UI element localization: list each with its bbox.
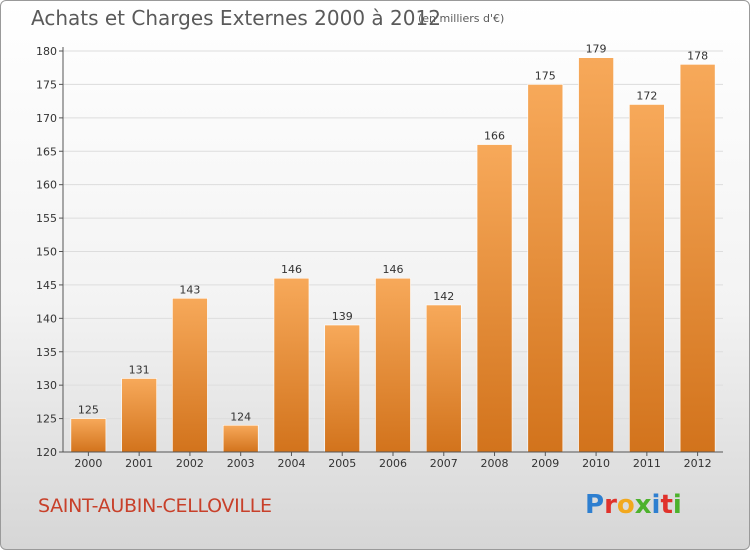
data-label: 142 [433,290,454,303]
data-label: 131 [129,363,150,376]
x-tick-label: 2005 [328,457,356,470]
chart-title: Achats et Charges Externes 2000 à 2012 [31,6,441,30]
bar [578,57,614,453]
x-tick-label: 2011 [633,457,661,470]
x-tick-label: 2000 [74,457,102,470]
x-tick-label: 2003 [227,457,255,470]
axes: 120 125 130 135 140 145 150 155 160 165 170 175 180 2… [36,45,723,470]
data-label: 143 [179,283,200,296]
bar [679,64,716,453]
y-tick-label: 120 [36,446,57,459]
x-tick-label: 2012 [684,457,712,470]
data-label: 146 [383,263,404,276]
y-tick-label: 165 [36,145,57,158]
data-label: 172 [636,89,657,102]
data-label: 124 [230,410,251,423]
x-tick-label: 2001 [125,457,153,470]
y-tick-label: 145 [36,279,57,292]
y-tick-label: 155 [36,212,57,225]
bar [273,277,310,453]
y-tick-label: 160 [36,179,57,192]
data-label: 125 [78,404,99,417]
y-tick-label: 140 [36,312,57,325]
y-tick-label: 150 [36,246,57,259]
y-tick-label: 135 [36,346,57,359]
proxiti-logo: Proxiti [585,490,682,520]
x-tick-label: 2010 [582,457,610,470]
bar [121,378,157,453]
bar [222,424,259,453]
x-tick-label: 2004 [277,457,305,470]
city-name: SAINT-AUBIN-CELLOVILLE [38,495,272,517]
x-tick-label: 2007 [430,457,458,470]
logo-letter: r [604,490,617,520]
x-tick-label: 2002 [176,457,204,470]
x-tick-label: 2006 [379,457,407,470]
logo-letter: t [660,490,673,520]
data-label: 178 [687,49,708,62]
y-tick-label: 180 [36,45,57,58]
chart-unit: (en milliers d'€) [418,12,505,25]
bar [324,324,361,453]
bar [70,418,107,453]
bar [425,304,462,453]
logo-letter: i [672,490,682,520]
x-tick-label: 2008 [481,457,509,470]
data-label: 139 [332,310,353,323]
data-label: 166 [484,130,505,143]
bar [172,297,208,453]
logo-letter: i [651,490,661,520]
y-tick-label: 125 [36,413,57,426]
bar [476,144,513,453]
logo-letter: x [634,490,652,520]
logo-letter: P [585,490,605,520]
y-tick-label: 170 [36,112,57,125]
x-tick-label: 2009 [531,457,559,470]
labels: 125 131 143 124 146 139 146 142 166 175 179 172 178 [78,43,708,424]
bar [629,104,665,453]
bar [375,277,411,453]
logo-letter: o [616,490,635,520]
data-label: 146 [281,263,302,276]
bar [527,84,564,453]
bars [70,57,716,453]
y-tick-label: 130 [36,379,57,392]
y-tick-label: 175 [36,78,57,91]
data-label: 175 [535,69,556,82]
data-label: 179 [586,43,607,56]
